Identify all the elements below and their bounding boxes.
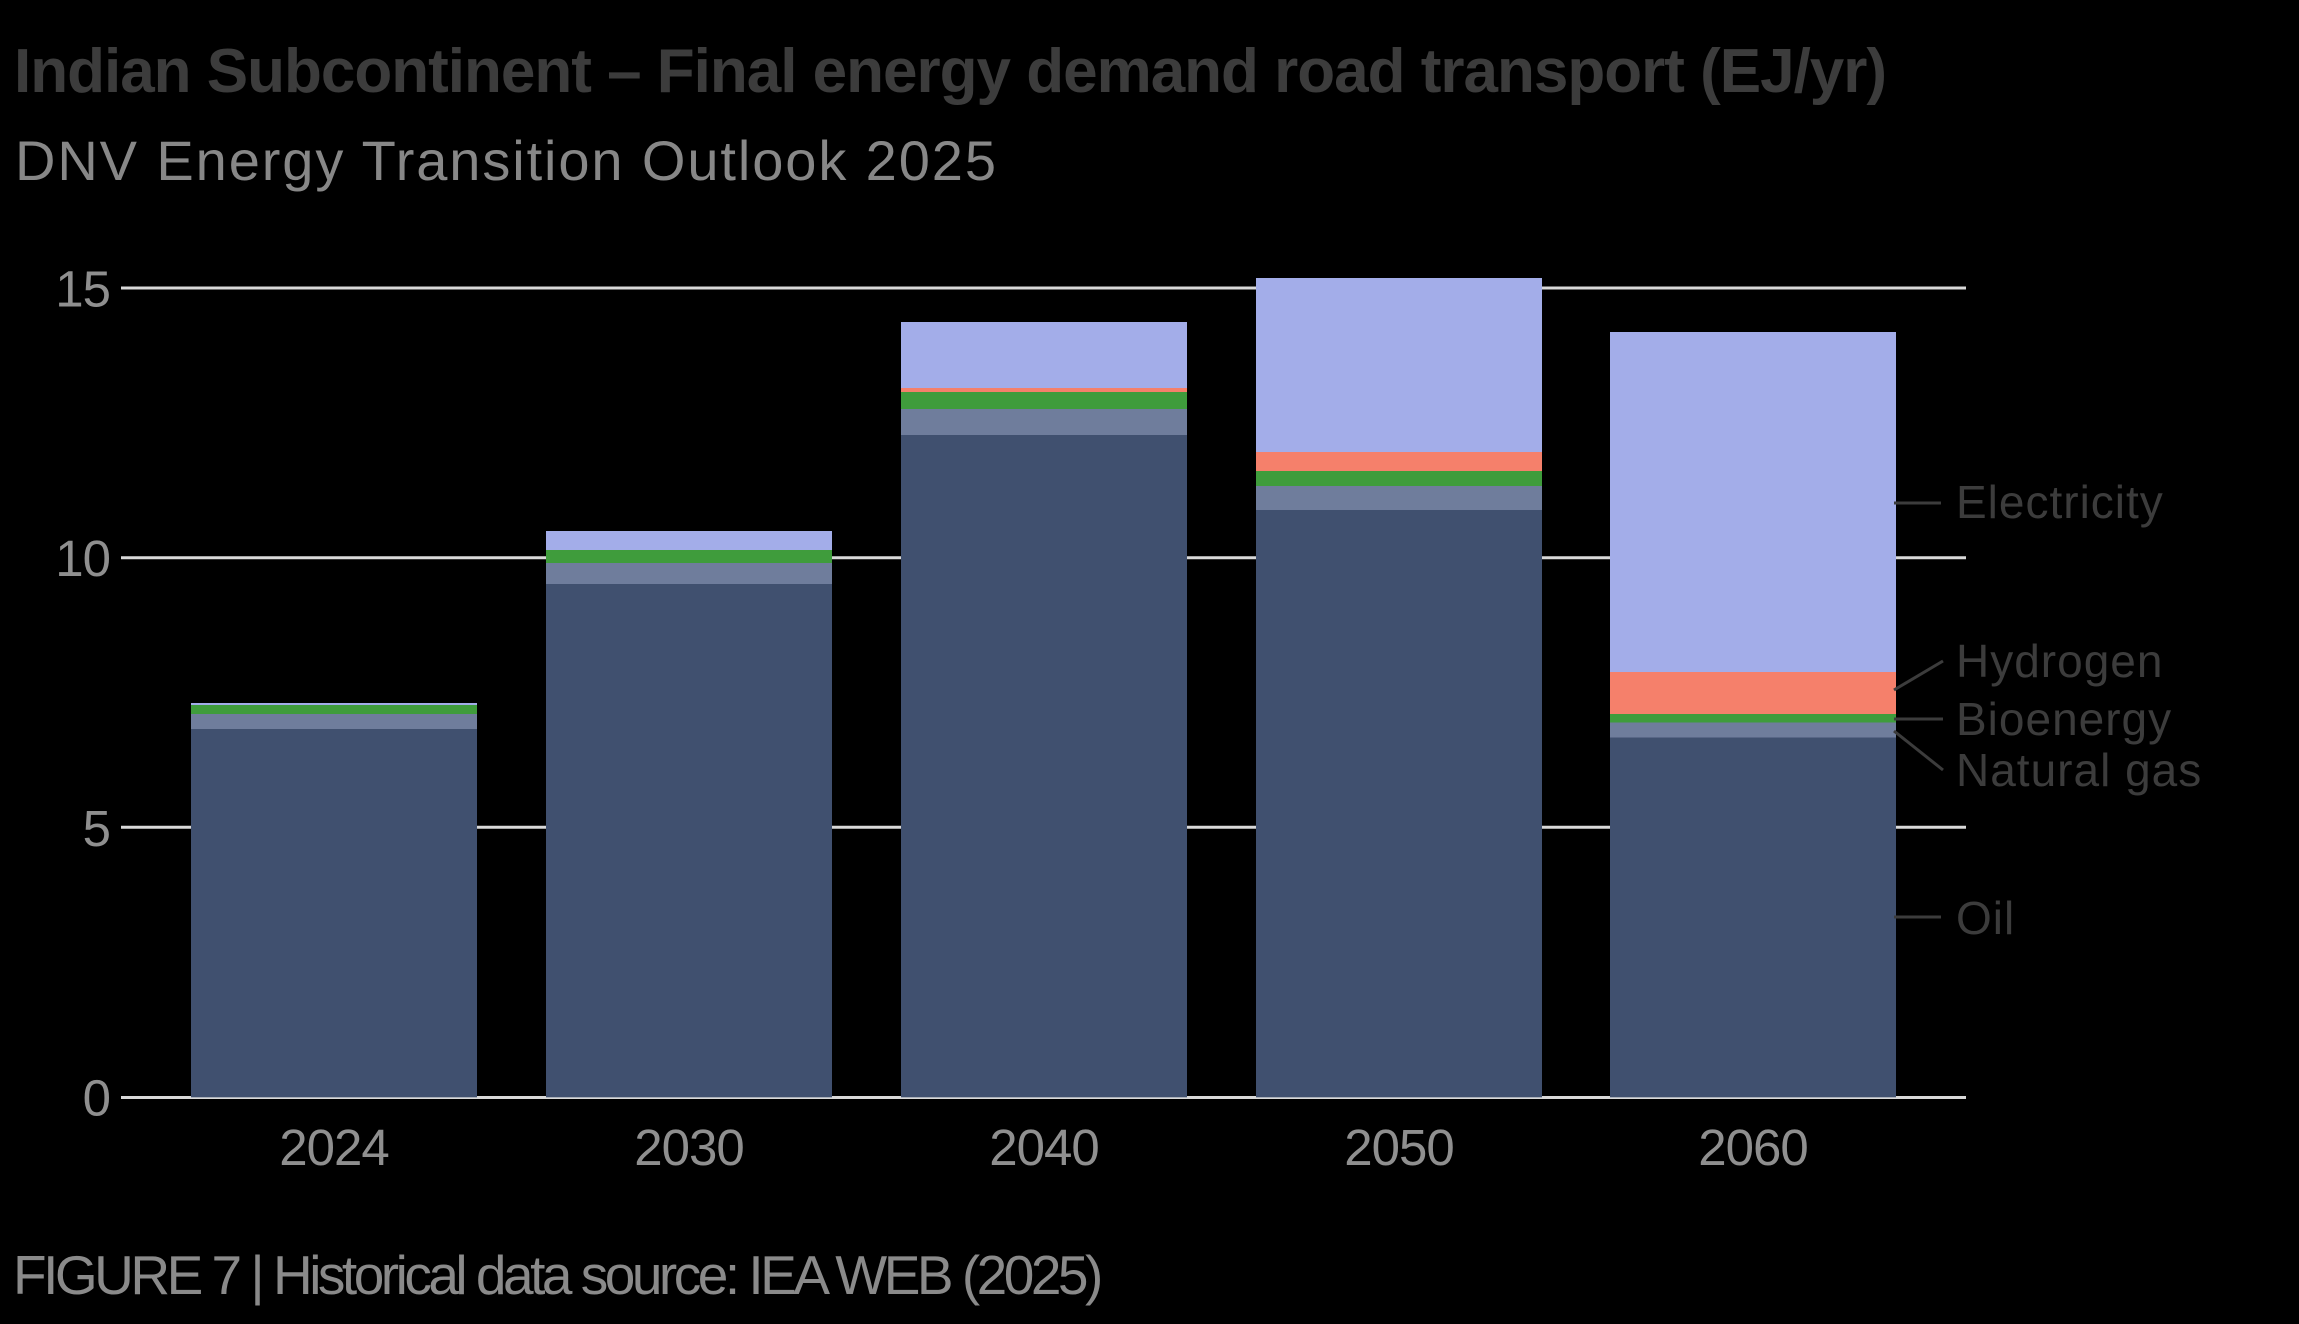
svg-text:2024: 2024 [279,1119,388,1176]
svg-text:2040: 2040 [989,1119,1098,1176]
svg-text:2030: 2030 [634,1119,743,1176]
svg-text:Bioenergy: Bioenergy [1956,693,2172,745]
svg-text:15: 15 [55,261,110,318]
svg-text:DNV Energy Transition Outlook: DNV Energy Transition Outlook 2025 [15,129,998,192]
svg-text:Electricity: Electricity [1956,476,2164,528]
svg-text:0: 0 [83,1070,110,1127]
svg-text:Oil: Oil [1956,892,2015,944]
svg-text:2050: 2050 [1344,1119,1453,1176]
svg-text:Indian Subcontinent – Final en: Indian Subcontinent – Final energy deman… [14,37,1886,106]
svg-text:5: 5 [83,800,110,857]
svg-text:10: 10 [55,530,110,587]
svg-text:Natural gas: Natural gas [1956,744,2202,796]
svg-text:2060: 2060 [1698,1119,1807,1176]
svg-text:FIGURE 7 | Historical data sou: FIGURE 7 | Historical data source: IEA W… [13,1244,1100,1306]
svg-text:Hydrogen: Hydrogen [1956,635,2163,687]
